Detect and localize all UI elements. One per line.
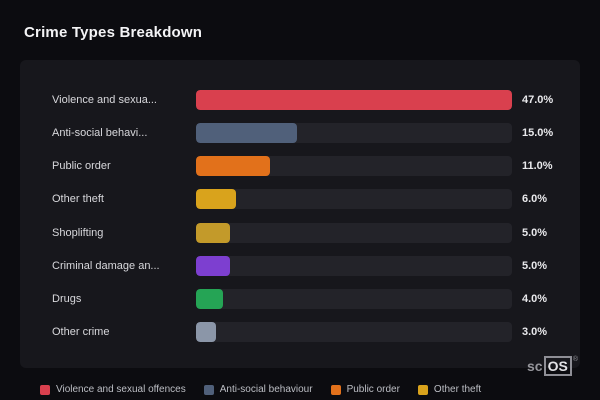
category-label: Criminal damage an... (52, 259, 160, 272)
category-label: Public order (52, 160, 111, 173)
bar-row: Public order 11.0% (52, 156, 564, 177)
category-label: Anti-social behavi... (52, 127, 148, 140)
bar[interactable] (196, 90, 512, 110)
bar[interactable] (196, 255, 230, 276)
legend-label: Public order (346, 384, 400, 395)
bar[interactable] (196, 222, 230, 243)
bar-row: Drugs 4.0% (52, 288, 564, 309)
bar[interactable] (196, 189, 237, 210)
bar-row: Other crime 3.0% (52, 321, 564, 342)
bar-row: Criminal damage an... 5.0% (52, 255, 564, 276)
legend-item-other-theft[interactable]: Other theft (417, 384, 482, 395)
legend-label: Other theft (433, 384, 482, 395)
bar[interactable] (196, 288, 223, 309)
value-label: 47.0% (522, 94, 554, 106)
legend-label: Anti-social behaviour (219, 384, 313, 395)
page-title: Crime Types Breakdown (24, 24, 203, 41)
legend-item-antisocial[interactable]: Anti-social behaviour (203, 384, 313, 395)
legend-swatch (417, 384, 428, 395)
value-label: 5.0% (522, 226, 548, 239)
legend-swatch (203, 384, 214, 395)
scos-logo: sc OS ® (527, 356, 578, 376)
bar-track (196, 156, 512, 177)
category-label: Other theft (52, 193, 104, 206)
category-label: Violence and sexua... (52, 94, 157, 106)
bar[interactable] (196, 321, 217, 342)
bar-row: Shoplifting 5.0% (52, 222, 564, 243)
value-label: 3.0% (522, 325, 548, 338)
chart-card: Violence and sexua... 47.0% Anti-social … (20, 60, 580, 368)
bar-track (196, 189, 512, 210)
value-label: 11.0% (522, 160, 553, 173)
legend-swatch (330, 384, 341, 395)
registered-mark: ® (572, 356, 578, 363)
bar-track (196, 222, 512, 243)
bar[interactable] (196, 156, 270, 177)
bar-track (196, 123, 512, 144)
bar-track (196, 255, 512, 276)
chart-legend: Violence and sexual offences Anti-social… (40, 384, 481, 395)
legend-item-public-order[interactable]: Public order (330, 384, 400, 395)
bar-track (196, 90, 512, 110)
value-label: 6.0% (522, 193, 548, 206)
value-label: 15.0% (522, 127, 554, 140)
category-label: Shoplifting (52, 226, 104, 239)
category-label: Other crime (52, 325, 110, 338)
scos-logo-os: OS (543, 356, 572, 376)
value-label: 4.0% (522, 292, 548, 305)
value-label: 5.0% (522, 259, 548, 272)
legend-label: Violence and sexual offences (56, 384, 186, 395)
bar-row: Other theft 6.0% (52, 189, 564, 210)
bar-chart: Violence and sexua... 47.0% Anti-social … (52, 90, 564, 342)
bar-row: Violence and sexua... 47.0% (52, 90, 564, 110)
bar-row: Anti-social behavi... 15.0% (52, 123, 564, 144)
bar-track (196, 288, 512, 309)
category-label: Drugs (52, 292, 82, 305)
scos-logo-sc: sc (527, 358, 543, 374)
legend-swatch (40, 384, 50, 395)
legend-item-violence[interactable]: Violence and sexual offences (40, 384, 186, 395)
bar-track (196, 321, 512, 342)
bar[interactable] (196, 123, 297, 144)
